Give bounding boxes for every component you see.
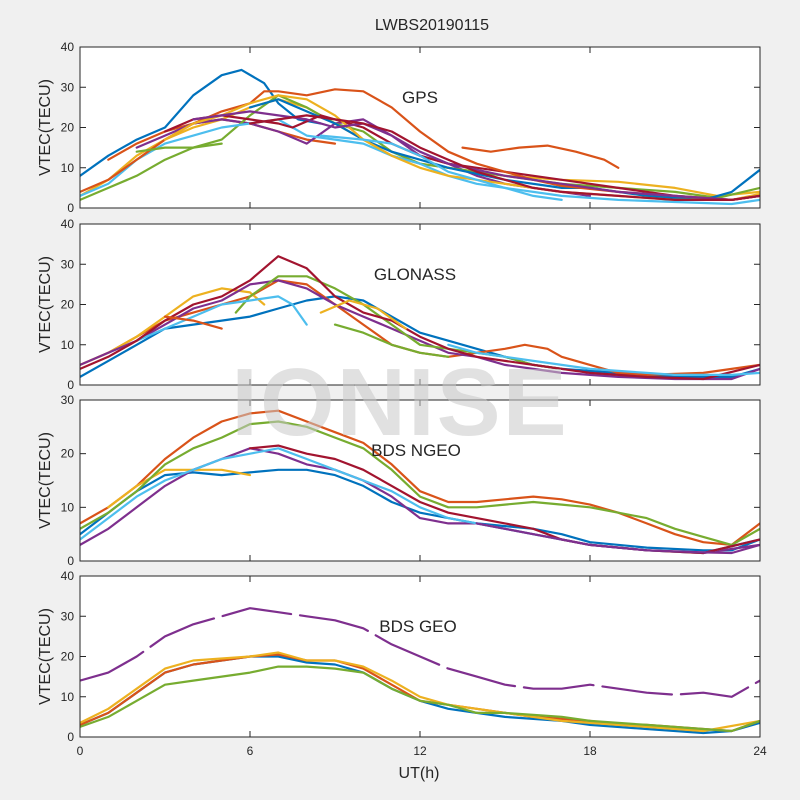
chart-panels: 0 10 20 30 40 VTEC(TECU) GPS 0 10 20 30 40 VTEC(TECU… xyxy=(37,40,767,758)
y-axis-label: VTEC(TECU) xyxy=(37,432,54,529)
y-tick-label: 0 xyxy=(67,201,74,215)
series-line-11 xyxy=(192,110,760,201)
y-tick-label: 40 xyxy=(61,40,75,54)
series-line-8 xyxy=(333,323,450,358)
series-group xyxy=(80,68,760,206)
series-line-5 xyxy=(135,295,308,342)
series-line-7 xyxy=(475,522,760,555)
series-line-3 xyxy=(80,279,760,381)
y-tick-label: 20 xyxy=(61,121,75,135)
y-axis-label: VTEC(TECU) xyxy=(37,79,54,176)
y-tick-label: 30 xyxy=(61,393,75,407)
y-axis-label: VTEC(TECU) xyxy=(37,256,54,353)
series-line-9 xyxy=(461,144,620,169)
panel-label: GLONASS xyxy=(374,265,456,284)
series-line-2 xyxy=(107,468,252,509)
series-line-5 xyxy=(80,118,760,206)
y-tick-label: 0 xyxy=(67,378,74,392)
y-tick-label: 30 xyxy=(61,80,75,94)
series-line-6 xyxy=(80,255,760,381)
series-group xyxy=(80,607,760,735)
y-tick-label: 40 xyxy=(61,217,75,231)
y-tick-label: 0 xyxy=(67,730,74,744)
panel-gps: 0 10 20 30 40 VTEC(TECU) GPS xyxy=(37,40,761,215)
series-line-7 xyxy=(447,343,760,376)
series-line-0 xyxy=(80,607,760,698)
series-line-1 xyxy=(80,409,760,546)
y-tick-label: 20 xyxy=(61,298,75,312)
series-line-4 xyxy=(80,420,760,546)
series-line-9 xyxy=(319,299,407,330)
y-tick-label: 30 xyxy=(61,609,75,623)
x-tick-label: 0 xyxy=(77,744,84,758)
series-line-14 xyxy=(248,114,760,201)
y-tick-label: 10 xyxy=(61,161,75,175)
series-line-6 xyxy=(163,114,760,201)
panel-label: BDS GEO xyxy=(379,617,456,636)
plot-area xyxy=(80,400,760,561)
figure-title: LWBS20190115 xyxy=(375,17,489,34)
series-line-0 xyxy=(80,68,322,177)
panel-bds-ngeo: 0 10 20 30 VTEC(TECU) BDS NGEO xyxy=(37,393,761,568)
series-group xyxy=(80,255,760,381)
panel-glonass: 0 10 20 30 40 VTEC(TECU) GLONASS xyxy=(37,217,761,392)
y-tick-label: 10 xyxy=(61,690,75,704)
series-line-4 xyxy=(80,665,760,733)
y-tick-label: 10 xyxy=(61,338,75,352)
x-tick-label: 24 xyxy=(753,744,767,758)
y-tick-label: 10 xyxy=(61,500,75,514)
x-axis-label: UT(h) xyxy=(399,765,440,782)
y-axis-label: VTEC(TECU) xyxy=(37,608,54,705)
series-line-12 xyxy=(135,142,223,153)
y-tick-label: 40 xyxy=(61,569,75,583)
panel-label: GPS xyxy=(402,88,438,107)
panel-label: BDS NGEO xyxy=(371,441,461,460)
series-group xyxy=(80,409,760,555)
y-tick-label: 20 xyxy=(61,447,75,461)
series-line-13 xyxy=(319,134,563,201)
panel-bds-geo: 0 6 12 18 24 0 10 20 30 40 VTEC(TECU) BDS GEO xyxy=(37,569,767,758)
series-line-3 xyxy=(80,651,760,733)
series-line-10 xyxy=(163,315,223,330)
y-tick-label: 0 xyxy=(67,554,74,568)
y-tick-label: 20 xyxy=(61,650,75,664)
x-tick-label: 18 xyxy=(583,744,597,758)
x-tick-label: 12 xyxy=(413,744,427,758)
x-tick-label: 6 xyxy=(247,744,254,758)
y-tick-label: 30 xyxy=(61,257,75,271)
